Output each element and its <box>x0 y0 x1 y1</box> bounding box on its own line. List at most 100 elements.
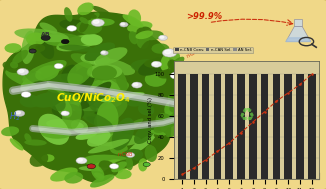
Ellipse shape <box>25 71 47 84</box>
Ellipse shape <box>71 119 88 133</box>
Ellipse shape <box>76 88 106 102</box>
Ellipse shape <box>75 83 106 105</box>
Ellipse shape <box>78 12 97 19</box>
Ellipse shape <box>5 69 51 90</box>
Circle shape <box>100 51 108 55</box>
Ellipse shape <box>138 158 148 171</box>
Ellipse shape <box>71 53 108 72</box>
Ellipse shape <box>94 89 114 116</box>
Bar <box>225 74 233 179</box>
Circle shape <box>61 111 69 116</box>
Ellipse shape <box>98 160 118 176</box>
Ellipse shape <box>30 152 48 167</box>
Ellipse shape <box>79 166 117 171</box>
Ellipse shape <box>106 159 132 170</box>
Ellipse shape <box>29 44 45 53</box>
Ellipse shape <box>81 53 110 65</box>
Circle shape <box>16 111 21 114</box>
Ellipse shape <box>14 29 69 42</box>
Ellipse shape <box>150 130 166 136</box>
Ellipse shape <box>1 126 19 136</box>
Ellipse shape <box>76 20 102 35</box>
Ellipse shape <box>110 143 128 154</box>
Ellipse shape <box>138 103 154 115</box>
Circle shape <box>151 61 162 67</box>
Ellipse shape <box>127 21 153 33</box>
Ellipse shape <box>71 76 91 89</box>
Ellipse shape <box>85 78 129 96</box>
Ellipse shape <box>111 161 127 172</box>
Ellipse shape <box>137 27 152 36</box>
Ellipse shape <box>79 82 111 109</box>
Ellipse shape <box>59 45 95 52</box>
Ellipse shape <box>128 9 141 26</box>
Ellipse shape <box>115 69 127 92</box>
Ellipse shape <box>131 59 168 73</box>
Ellipse shape <box>98 129 117 141</box>
Ellipse shape <box>84 42 115 61</box>
Bar <box>284 74 292 179</box>
Circle shape <box>110 164 119 169</box>
Ellipse shape <box>168 60 177 69</box>
Text: ♻: ♻ <box>239 108 255 125</box>
Ellipse shape <box>129 31 138 44</box>
Bar <box>308 74 316 179</box>
Ellipse shape <box>154 123 168 133</box>
Ellipse shape <box>94 99 128 127</box>
Ellipse shape <box>61 65 77 81</box>
Ellipse shape <box>87 64 122 79</box>
Ellipse shape <box>113 159 138 169</box>
Bar <box>237 74 245 179</box>
Ellipse shape <box>145 72 166 87</box>
Ellipse shape <box>154 132 166 138</box>
Bar <box>296 74 304 179</box>
Circle shape <box>162 49 177 57</box>
Ellipse shape <box>35 65 59 81</box>
Bar <box>214 74 221 179</box>
Ellipse shape <box>86 93 106 108</box>
Ellipse shape <box>64 7 72 22</box>
Polygon shape <box>286 26 311 42</box>
Polygon shape <box>294 19 302 26</box>
Ellipse shape <box>120 149 143 163</box>
Ellipse shape <box>5 43 22 53</box>
Text: n-CAN: n-CAN <box>186 47 202 59</box>
Ellipse shape <box>92 6 110 15</box>
Ellipse shape <box>62 97 82 131</box>
Circle shape <box>91 19 104 26</box>
Ellipse shape <box>10 61 18 68</box>
Ellipse shape <box>134 123 155 144</box>
Circle shape <box>54 64 63 69</box>
Circle shape <box>78 159 82 161</box>
Bar <box>249 74 257 179</box>
Ellipse shape <box>22 60 67 83</box>
Ellipse shape <box>91 165 105 181</box>
Ellipse shape <box>88 133 141 146</box>
Ellipse shape <box>96 102 118 136</box>
Bar <box>190 74 198 179</box>
Ellipse shape <box>76 131 97 140</box>
Ellipse shape <box>87 73 121 90</box>
Circle shape <box>56 64 59 67</box>
Ellipse shape <box>94 173 104 179</box>
Text: n-CNB: n-CNB <box>118 152 133 156</box>
Ellipse shape <box>48 33 87 46</box>
Ellipse shape <box>144 57 174 68</box>
Ellipse shape <box>44 34 70 46</box>
Ellipse shape <box>81 72 104 94</box>
Y-axis label: Conv. and sel.(%): Conv. and sel.(%) <box>148 97 153 143</box>
Ellipse shape <box>112 118 134 150</box>
Ellipse shape <box>87 18 115 26</box>
Circle shape <box>127 153 131 155</box>
Circle shape <box>133 83 138 86</box>
Ellipse shape <box>152 43 169 54</box>
Ellipse shape <box>74 103 96 115</box>
Polygon shape <box>3 12 183 182</box>
Circle shape <box>153 62 157 65</box>
Ellipse shape <box>39 81 69 98</box>
Ellipse shape <box>145 145 157 162</box>
Circle shape <box>14 110 25 116</box>
Ellipse shape <box>158 115 166 130</box>
Ellipse shape <box>89 92 108 112</box>
Ellipse shape <box>126 134 156 156</box>
